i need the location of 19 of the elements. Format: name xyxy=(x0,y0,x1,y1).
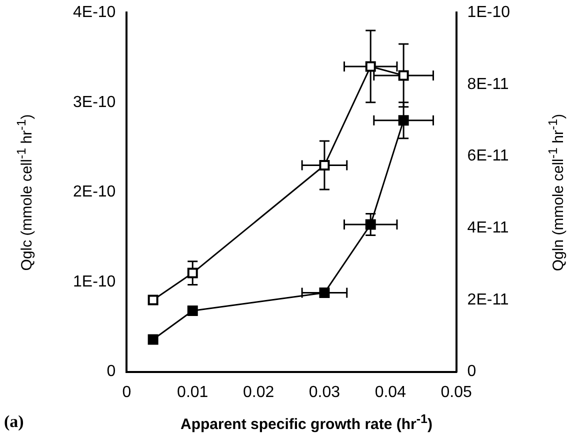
y2-tick-label: 8E-11 xyxy=(467,76,509,93)
x-tick-label: 0.01 xyxy=(177,384,208,401)
x-axis-title: Apparent specific growth rate (hr$^{-1}$) xyxy=(180,412,432,433)
y2-tick-label: 2E-11 xyxy=(467,291,509,308)
y-tick-label: 3E-10 xyxy=(72,94,116,111)
y2-tick-label: 1E-10 xyxy=(467,4,510,22)
x-tick-label: 0 xyxy=(122,384,132,401)
y-tick-label: 2E-10 xyxy=(72,184,116,201)
x-tick-label: 0.05 xyxy=(440,384,472,401)
x-tick-label: 0.04 xyxy=(374,384,406,401)
y-tick-label: 4E-10 xyxy=(72,4,116,22)
x-tick-label: 0.02 xyxy=(242,384,274,401)
y-tick-label: 0 xyxy=(106,363,116,380)
text: (a) xyxy=(4,412,24,432)
y2-tick-label: 4E-11 xyxy=(467,220,509,237)
y2-tick-label: 6E-11 xyxy=(467,148,509,165)
x-tick-label: 0.03 xyxy=(308,384,340,401)
y2-tick-label: 0 xyxy=(467,363,476,380)
y-tick-label: 1E-10 xyxy=(72,273,116,290)
